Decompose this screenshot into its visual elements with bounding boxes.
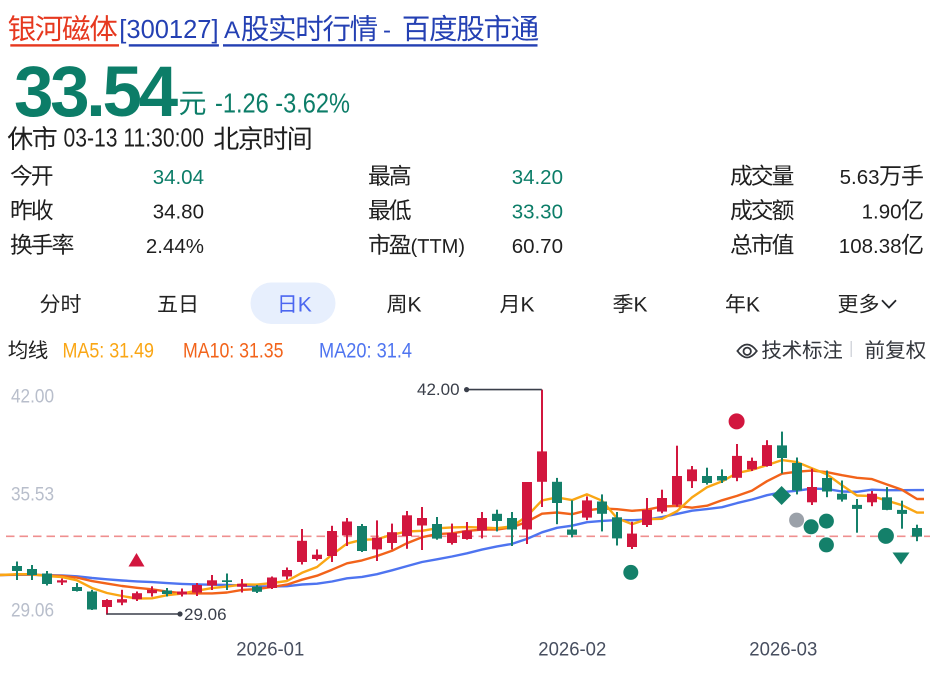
svg-text:42.00: 42.00	[11, 387, 54, 408]
svg-text:MA5: 31.49: MA5: 31.49	[63, 338, 155, 362]
svg-text:-1.26 -3.62%: -1.26 -3.62%	[215, 88, 350, 119]
svg-text:1.90: 1.90	[862, 200, 902, 223]
svg-text:2026-02: 2026-02	[538, 639, 606, 661]
svg-text:29.06: 29.06	[11, 601, 54, 622]
svg-text:108.38: 108.38	[839, 235, 902, 258]
svg-text:60.70: 60.70	[512, 235, 563, 258]
svg-text:2026-03: 2026-03	[749, 639, 817, 661]
svg-text:42.00: 42.00	[417, 380, 460, 399]
svg-text:5.63: 5.63	[840, 166, 880, 189]
svg-text:03-13 11:30:00: 03-13 11:30:00	[64, 125, 205, 153]
svg-text:[300127]: [300127]	[119, 16, 218, 44]
svg-text:33.30: 33.30	[512, 200, 563, 223]
svg-text:35.53: 35.53	[11, 485, 54, 506]
svg-text:2026-01: 2026-01	[236, 639, 304, 661]
svg-text:MA10: 31.35: MA10: 31.35	[183, 338, 284, 362]
svg-text:34.80: 34.80	[153, 200, 204, 223]
svg-text:A: A	[224, 17, 240, 44]
svg-text:MA20: 31.4: MA20: 31.4	[319, 338, 412, 362]
svg-text:34.20: 34.20	[512, 166, 563, 189]
svg-text:34.04: 34.04	[153, 166, 204, 189]
svg-text:-: -	[383, 17, 391, 44]
svg-text:33.54: 33.54	[14, 53, 179, 132]
svg-text:29.06: 29.06	[184, 605, 227, 624]
svg-text:2.44%: 2.44%	[146, 235, 204, 258]
